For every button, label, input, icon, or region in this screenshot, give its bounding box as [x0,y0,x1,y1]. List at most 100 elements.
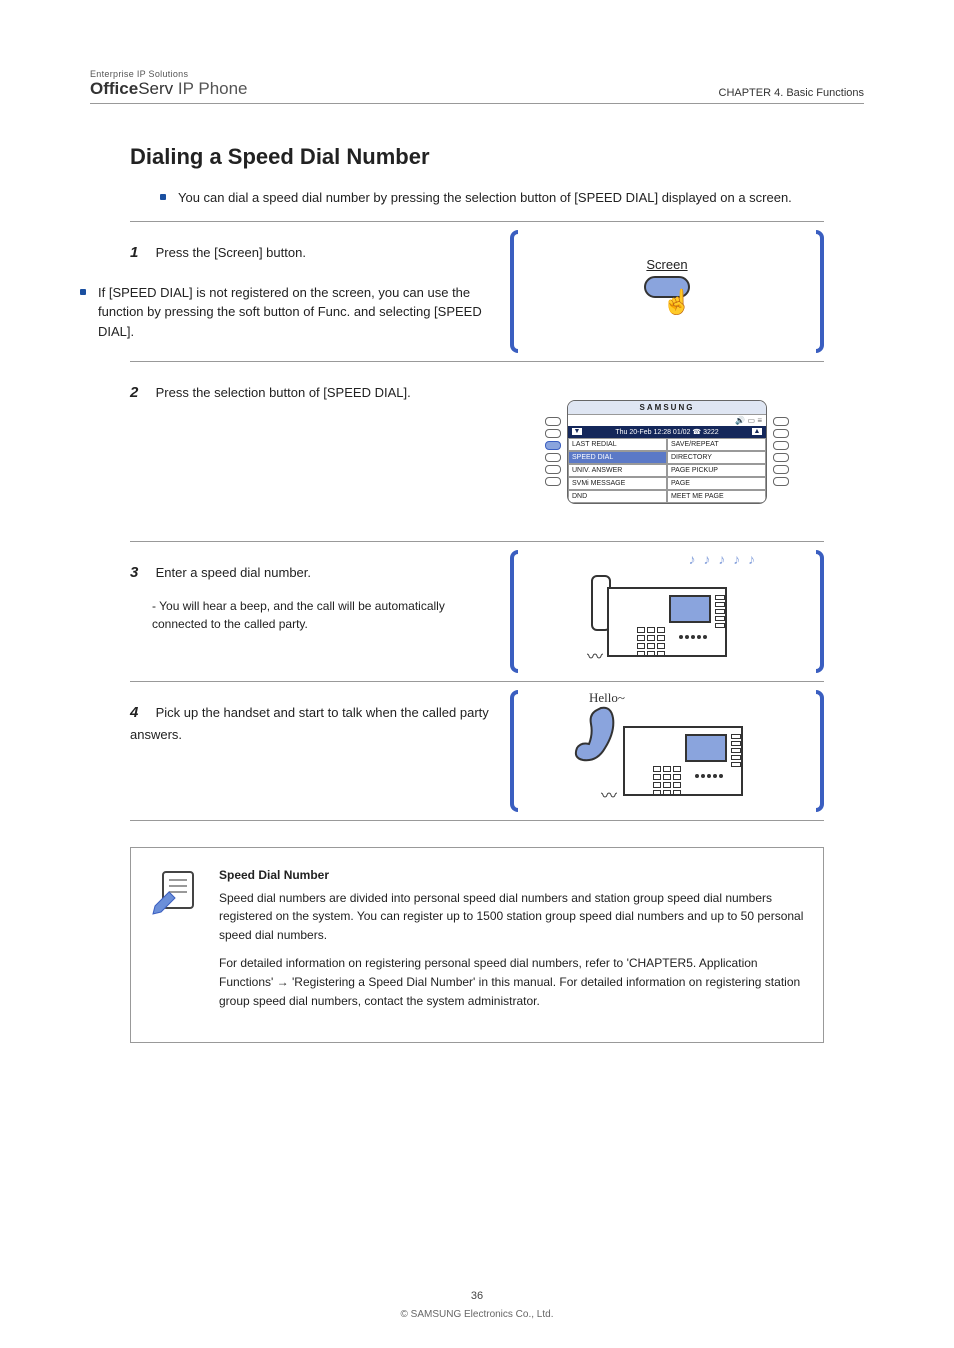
phone-keypad-icon [637,627,665,657]
bracket-left-icon [510,230,518,353]
page-number: 36 [0,1290,954,1302]
note-box: Speed Dial Number Speed dial numbers are… [130,847,824,1043]
step-4-number: 4 [130,702,152,725]
step-3-subnote: - You will hear a beep, and the call wil… [152,597,500,633]
bracket-right-icon [816,690,824,812]
phone-talking-illustration: Hello~ 〰 [587,696,747,806]
phone-keypad-icon [653,766,681,796]
softkey-active [545,441,561,450]
hand-icon: ☝ [654,288,700,317]
note-p2-prefix: For detailed information on registering … [219,956,627,970]
step-2: 2 Press the selection button of [SPEED D… [130,361,824,541]
document-page: Enterprise IP Solutions OfficeServ IP Ph… [0,0,954,1348]
step-1-body: Press the [Screen] button. [156,245,306,260]
step-1-number: 1 [130,242,152,265]
step-3-number: 3 [130,562,152,585]
lcd-cell: SVMi MESSAGE [568,477,667,490]
left-softkeys [545,417,561,486]
softkey [773,417,789,426]
bullet-icon [80,289,86,295]
softkey [773,453,789,462]
softkey [773,465,789,474]
step-1-illustration: Screen ☝ [510,222,824,361]
lcd-cell: DIRECTORY [667,451,766,464]
step-2-body: Press the selection button of [SPEED DIA… [156,385,411,400]
step-2-number: 2 [130,382,152,405]
step-1: 1 Press the [Screen] button. If [SPEED D… [130,221,824,361]
step-3-illustration: ♪ ♪ ♪ ♪ ♪ 〰 [510,542,824,681]
note-body: Speed Dial Number Speed dial numbers are… [219,866,805,1020]
intro-bullet-1-text: You can dial a speed dial number by pres… [178,188,792,208]
intro-bullet-2-text: If [SPEED DIAL] is not registered on the… [98,283,500,342]
lcd-status-bar: ▼ Thu 20-Feb 12:28 01/02 ☎ 3222 ▲ [568,426,766,438]
step-2-text: 2 Press the selection button of [SPEED D… [130,362,510,541]
lcd-cell: SAVE/REPEAT [667,438,766,451]
bracket-left-icon [510,550,518,673]
step-1-text: 1 Press the [Screen] button. If [SPEED D… [130,222,510,361]
note-title: Speed Dial Number [219,866,805,885]
lcd-status-icons: 🔊 ▭ ≡ [568,415,766,426]
bracket-right-icon [816,550,824,673]
phone-ringing-illustration: ♪ ♪ ♪ ♪ ♪ 〰 [587,557,747,667]
step-4-illustration: Hello~ 〰 [510,682,824,820]
step-2-illustration: SAMSUNG 🔊 ▭ ≡ ▼ Thu 20-Feb 12:28 01/02 ☎… [510,362,824,541]
lcd-cell: DND [568,490,667,503]
lcd-down-arrow: ▼ [572,428,582,435]
handset-lifted-icon [571,704,615,764]
phone-screen-icon [669,595,711,623]
logo-name-mid: Serv [138,79,173,98]
chapter-label: CHAPTER 4. Basic Functions [719,87,865,99]
phone-screen-icon [685,734,727,762]
softkey [773,429,789,438]
note-paragraph-1: Speed dial numbers are divided into pers… [219,889,805,945]
phone-dots-icon [679,635,707,639]
logo-name: OfficeServ IP Phone [90,80,248,99]
step-3-text: 3 Enter a speed dial number. - You will … [130,542,510,681]
bracket-left-icon [510,690,518,812]
logo-name-tail: IP Phone [173,79,247,98]
copyright: © SAMSUNG Electronics Co., Ltd. [0,1309,954,1320]
logo-name-bold: Office [90,79,138,98]
step-4: 4 Pick up the handset and start to talk … [130,681,824,821]
product-logo: Enterprise IP Solutions OfficeServ IP Ph… [90,70,248,99]
phone-cord-icon: 〰 [601,782,617,806]
lcd-cell: LAST REDIAL [568,438,667,451]
softkey [545,465,561,474]
lcd-illustration: SAMSUNG 🔊 ▭ ≡ ▼ Thu 20-Feb 12:28 01/02 ☎… [545,400,789,504]
note-paragraph-2: For detailed information on registering … [219,954,805,1010]
lcd-cell: MEET ME PAGE [667,490,766,503]
lcd-status-text: Thu 20-Feb 12:28 01/02 ☎ 3222 [615,428,718,436]
steps-list: 1 Press the [Screen] button. If [SPEED D… [130,221,824,821]
lcd-cell: UNIV. ANSWER [568,464,667,477]
bullet-icon [160,194,166,200]
lcd-cell-selected: SPEED DIAL [568,451,667,464]
phone-sidekeys-icon [731,734,741,767]
step-4-body: Pick up the handset and start to talk wh… [130,705,489,742]
phone-sidekeys-icon [715,595,725,628]
note-icon [149,866,201,918]
right-softkeys [773,417,789,486]
softkey [545,453,561,462]
phone-dots-icon [695,774,723,778]
lcd-cell: PAGE [667,477,766,490]
step-4-text: 4 Pick up the handset and start to talk … [130,682,510,820]
page-header: Enterprise IP Solutions OfficeServ IP Ph… [90,70,864,104]
lcd-brand: SAMSUNG [568,401,766,415]
phone-base-icon [607,587,727,657]
lcd-menu-grid: LAST REDIAL SAVE/REPEAT SPEED DIAL DIREC… [568,438,766,503]
step-3: 3 Enter a speed dial number. - You will … [130,541,824,681]
intro-bullet-1: You can dial a speed dial number by pres… [160,188,864,208]
lcd-screen: SAMSUNG 🔊 ▭ ≡ ▼ Thu 20-Feb 12:28 01/02 ☎… [567,400,767,504]
bracket-right-icon [816,230,824,353]
lcd-up-arrow: ▲ [752,428,762,435]
section-title: Dialing a Speed Dial Number [130,144,864,170]
softkey [545,477,561,486]
screen-button-label: Screen [644,257,690,272]
phone-base-icon [623,726,743,796]
ring-notes-icon: ♪ ♪ ♪ ♪ ♪ [688,551,757,567]
lcd-cell: PAGE PICKUP [667,464,766,477]
step-3-body: Enter a speed dial number. [156,565,311,580]
softkey [545,429,561,438]
softkey [773,477,789,486]
softkey [545,417,561,426]
